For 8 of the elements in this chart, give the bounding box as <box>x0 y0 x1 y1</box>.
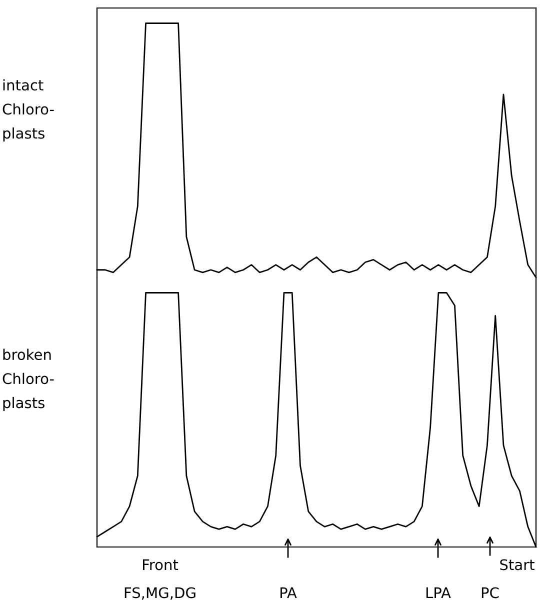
text: PC <box>482 587 499 598</box>
text: Start <box>500 559 534 570</box>
text: LPA <box>426 587 451 598</box>
text: Front <box>142 559 178 570</box>
text: PA <box>280 587 297 598</box>
text: FS,MG,DG <box>124 587 196 600</box>
y-axis-title: broken Chloro- plasts <box>2 348 54 412</box>
y-axis-title: intact Chloro- plasts <box>2 79 54 142</box>
